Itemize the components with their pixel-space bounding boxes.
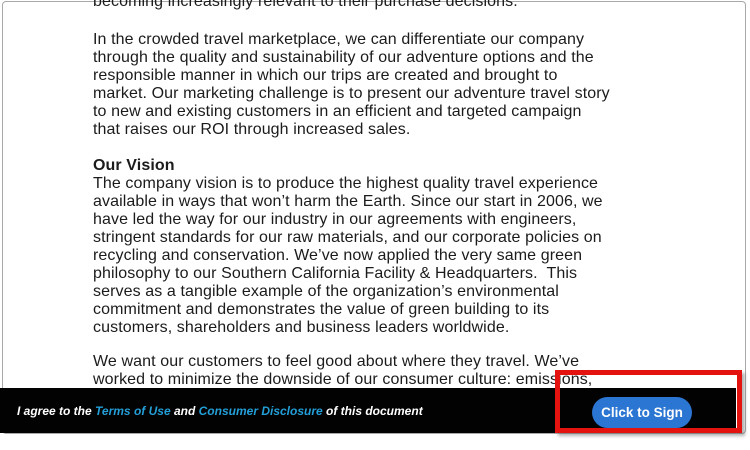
agreement-text-suffix: of this document [322,403,423,418]
consumer-disclosure-link[interactable]: Consumer Disclosure [198,403,323,418]
document-line: commitment and demonstrates the value of… [93,301,550,318]
document-line: stringent standards for our raw material… [93,229,602,246]
terms-of-use-link[interactable]: Terms of Use [95,403,171,418]
agreement-bar: I agree to the Terms of Use and Consumer… [0,388,736,433]
document-line: market. Our marketing challenge is to pr… [93,85,610,102]
document-line: have led the way for our industry in our… [93,211,577,228]
document-line: customers, shareholders and business lea… [93,319,510,336]
click-to-sign-button[interactable]: Click to Sign [592,397,692,428]
document-line: that raises our ROI through increased sa… [93,121,411,138]
agreement-text: I agree to the Terms of Use and Consumer… [17,404,423,418]
document-page [2,1,746,434]
document-line: The company vision is to produce the hig… [93,175,599,192]
document-paragraph: In the crowded travel marketplace, we ca… [93,31,678,139]
document-line: serves as a tangible example of the orga… [93,283,559,300]
document-line: In the crowded travel marketplace, we ca… [93,31,585,48]
document-line: We want our customers to feel good about… [93,353,580,370]
agreement-text-middle: and [170,403,199,418]
vision-heading: Our Vision [93,157,175,174]
document-line: philosophy to our Southern California Fa… [93,265,578,282]
document-line: available in ways that won’t harm the Ea… [93,193,603,210]
document-line: becoming increasingly relevant to their … [93,0,518,10]
document-line: through the quality and sustainability o… [93,49,594,66]
agreement-text-prefix: I agree to the [17,403,96,418]
document-text: becoming increasingly relevant to their … [93,0,678,389]
document-line: responsible manner in which our trips ar… [93,67,558,84]
document-line: to new and existing customers in an effi… [93,103,582,120]
document-paragraph: The company vision is to produce the hig… [93,175,678,337]
document-paragraph: We want our customers to feel good about… [93,353,678,389]
document-line: recycling and conservation. We’ve now ap… [93,247,583,264]
document-line: worked to minimize the downside of our c… [93,371,593,388]
document-paragraph: becoming increasingly relevant to their … [93,0,678,11]
